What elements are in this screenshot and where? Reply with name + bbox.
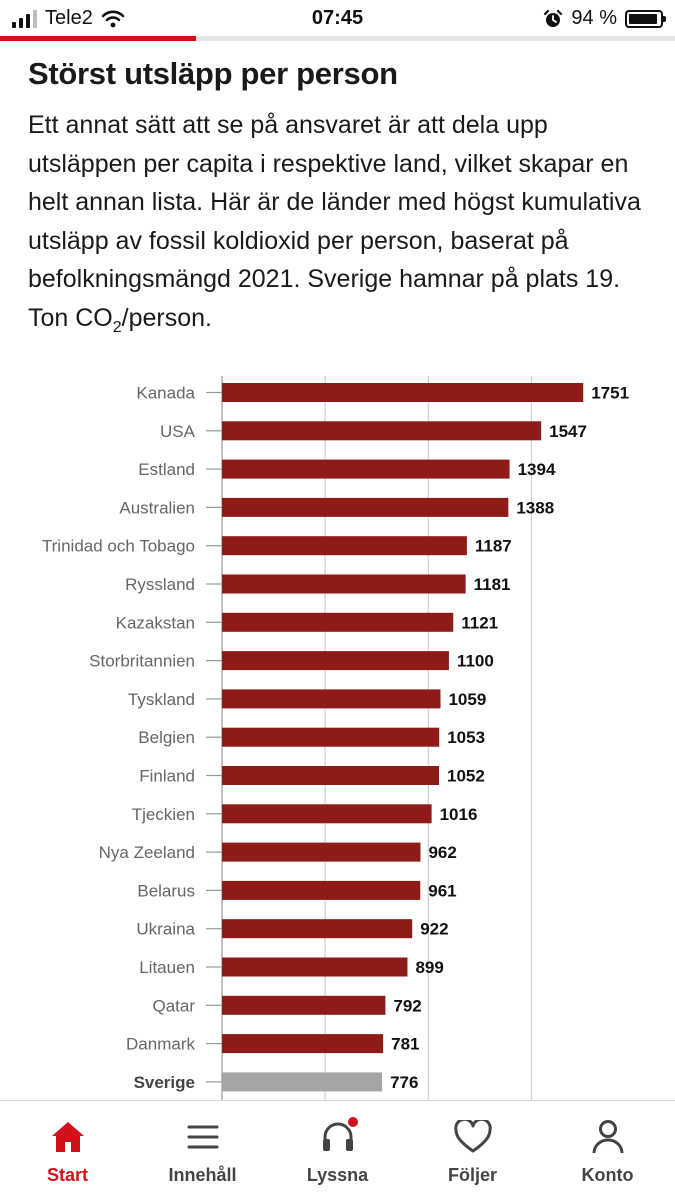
category-label: Tjeckien [132,805,195,824]
category-label: Australien [119,498,195,517]
bar [222,842,421,862]
tab-konto[interactable]: Konto [540,1101,675,1201]
bar [222,880,421,900]
data-label: 922 [420,920,448,939]
bar [222,919,413,939]
person-icon [591,1117,625,1157]
data-label: 1121 [461,613,498,632]
status-time: 07:45 [311,7,364,29]
category-label: Nya Zeeland [99,843,195,862]
battery-icon [625,9,666,28]
data-label: 962 [428,843,456,862]
article-title: Störst utsläpp per person [28,56,398,91]
category-label: Storbritannien [89,652,195,671]
category-label: Ukraina [136,920,195,939]
data-label: 1187 [475,537,512,556]
tab-lyssna[interactable]: Lyssna [270,1101,405,1201]
category-label: Danmark [126,1035,195,1054]
category-label: USA [160,422,196,441]
status-left: Tele2 [12,7,125,30]
tab-foljer[interactable]: Följer [405,1101,540,1201]
data-label: 776 [390,1073,418,1092]
heart-icon [453,1117,492,1157]
tab-label-innehall: Innehåll [168,1165,237,1185]
intro-unit: /person. [121,303,213,332]
bar [222,612,454,632]
signal-icon [12,9,37,28]
reading-progress-bar [0,36,675,41]
tab-innehall[interactable]: Innehåll [135,1101,270,1201]
tab-label-foljer: Följer [447,1165,497,1185]
bar [222,1072,383,1092]
status-bar: Tele2 07:45 94 % [0,0,675,36]
data-label: 1053 [447,728,485,747]
battery-percent: 94 % [571,7,617,29]
category-label: Belgien [138,728,195,747]
bar [222,766,440,785]
category-label: Estland [138,460,195,479]
data-label: 781 [391,1035,419,1054]
bar [222,995,386,1015]
data-label: 1388 [516,498,554,517]
bar [222,727,440,747]
menu-icon [187,1117,219,1157]
bar [222,536,467,556]
bar-chart: Kanada 1751 USA 1547 Estland 1394 Australien 13… [42,376,629,1100]
category-label: Trinidad och Tobago [42,537,195,556]
data-label: 1751 [591,384,629,403]
category-label: Kanada [136,384,195,403]
bar [222,957,408,977]
data-label: 1016 [440,805,478,824]
data-label: 961 [428,881,456,900]
bar [222,497,509,517]
bar [222,651,449,671]
data-label: 1181 [474,575,511,594]
tab-label-start: Start [46,1165,88,1185]
category-label: Tyskland [128,690,195,709]
tab-start[interactable]: Start [0,1101,135,1201]
bar [222,421,542,441]
category-label: Belarus [137,881,195,900]
category-label: Litauen [139,958,195,977]
alarm-icon [544,9,563,27]
status-right: 94 % [543,7,666,30]
data-label: 1100 [457,652,494,671]
tab-label-konto: Konto [581,1165,634,1185]
category-label: Sverige [134,1073,195,1092]
category-label: Kazakstan [116,613,195,632]
intro-text: Ett annat sätt att se på ansvaret är att… [28,111,641,332]
data-label: 1052 [447,767,485,786]
data-label: 1059 [448,690,486,709]
carrier-label: Tele2 [45,7,93,29]
bar [222,804,432,824]
bar [222,689,441,709]
home-icon [50,1117,86,1157]
data-label: 1547 [549,422,587,441]
intro-subscript: 2 [112,318,122,336]
notification-dot [345,1115,360,1129]
category-label: Finland [139,767,195,786]
bar [222,383,584,402]
data-label: 792 [393,996,421,1015]
article-intro: Ett annat sätt att se på ansvaret är att… [28,106,653,337]
bar [222,1034,384,1054]
wifi-icon [101,10,125,27]
category-label: Ryssland [125,575,195,594]
headphones-icon [320,1115,360,1157]
bar [222,459,510,479]
tab-label-lyssna: Lyssna [306,1165,369,1185]
data-label: 1394 [518,460,556,479]
data-label: 899 [415,958,443,977]
bottom-tab-bar: Start Innehåll Lyssna Följer Konto [0,1100,675,1201]
category-label: Qatar [152,996,195,1015]
bar [222,574,466,594]
